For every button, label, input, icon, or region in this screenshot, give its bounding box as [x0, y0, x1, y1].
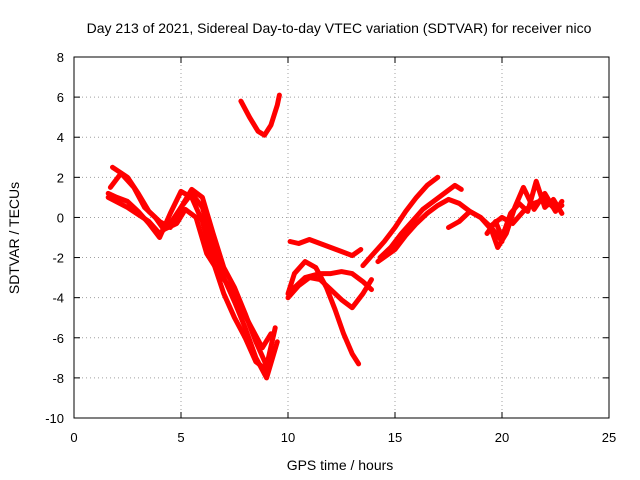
y-tick-label: -8	[52, 371, 64, 386]
chart-title: Day 213 of 2021, Sidereal Day-to-day VTE…	[87, 20, 592, 36]
axis-ticks	[73, 56, 610, 419]
series-line-track-10	[360, 174, 441, 269]
series-line-track-5	[238, 92, 282, 138]
y-tick-label: -4	[52, 291, 64, 306]
data-series	[105, 92, 565, 381]
x-tick-label: 15	[388, 430, 402, 445]
series-line-track-13	[446, 184, 565, 250]
y-tick-label: 6	[57, 90, 64, 105]
x-tick-label: 20	[495, 430, 509, 445]
series-line-track-9	[289, 269, 374, 293]
y-tick-label: 8	[57, 50, 64, 65]
series-line-track-4	[105, 186, 278, 369]
y-tick-label: 2	[57, 170, 64, 185]
x-tick-label: 0	[70, 430, 77, 445]
x-tick-label: 5	[177, 430, 184, 445]
series-line-track-15	[488, 196, 565, 228]
y-axis-label: SDTVAR / TECUs	[6, 182, 22, 294]
y-tick-label: -2	[52, 251, 64, 266]
series-line-track-6	[287, 237, 364, 259]
grid	[74, 57, 609, 418]
series-line-track-11	[377, 182, 464, 261]
y-tick-labels: -10 -8 -6 -4 -2 0 2 4 6 8	[45, 50, 64, 426]
x-axis-label: GPS time / hours	[287, 457, 394, 473]
y-tick-label: 4	[57, 130, 64, 145]
x-tick-labels: 0 5 10 15 20 25	[70, 430, 616, 445]
series-line-track-12	[375, 196, 505, 265]
x-tick-label: 25	[602, 430, 616, 445]
y-tick-label: -6	[52, 331, 64, 346]
y-tick-label: 0	[57, 210, 64, 225]
plot-frame	[73, 56, 610, 419]
x-tick-label: 10	[281, 430, 295, 445]
y-tick-label: -10	[45, 411, 64, 426]
series-line-track-7	[285, 259, 362, 367]
